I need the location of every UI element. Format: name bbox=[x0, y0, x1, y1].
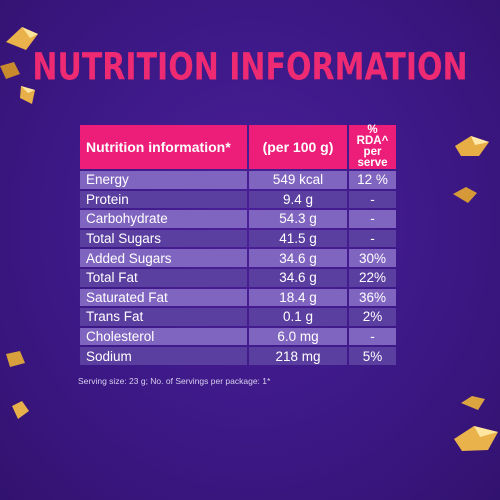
per-100g-value: 54.3 g bbox=[249, 210, 347, 228]
table-row: Added Sugars 34.6 g 30% bbox=[80, 249, 396, 267]
header-nutrient: Nutrition information* bbox=[80, 125, 247, 169]
rda-value: 2% bbox=[349, 308, 396, 326]
table-header-row: Nutrition information* (per 100 g) % RDA… bbox=[80, 124, 396, 169]
table-row: Carbohydrate 54.3 g - bbox=[80, 210, 396, 228]
rda-value: 36% bbox=[349, 288, 396, 307]
almond-piece-decoration bbox=[454, 426, 498, 451]
rda-value: 5% bbox=[349, 347, 396, 365]
table-row: Total Fat 34.6 g 22% bbox=[80, 268, 396, 287]
nutrient-name: Cholesterol bbox=[80, 327, 247, 346]
table-row: Cholesterol 6.0 mg - bbox=[80, 327, 396, 346]
nutrient-name: Energy bbox=[80, 171, 247, 189]
per-100g-value: 18.4 g bbox=[249, 288, 347, 307]
nutrient-name: Added Sugars bbox=[80, 249, 247, 267]
rda-value: 12 % bbox=[349, 171, 396, 189]
almond-piece-decoration bbox=[455, 136, 489, 156]
table-row: Total Sugars 41.5 g - bbox=[80, 229, 396, 248]
almond-piece-decoration bbox=[20, 86, 35, 104]
table-row: Energy 549 kcal 12 % bbox=[80, 171, 396, 189]
per-100g-value: 9.4 g bbox=[249, 190, 347, 209]
per-100g-value: 218 mg bbox=[249, 347, 347, 365]
nutrient-name: Trans Fat bbox=[80, 308, 247, 326]
per-100g-value: 549 kcal bbox=[249, 171, 347, 189]
almond-piece-decoration bbox=[453, 187, 477, 203]
table-row: Protein 9.4 g - bbox=[80, 190, 396, 209]
almond-piece-decoration bbox=[12, 401, 29, 419]
almond-piece-decoration bbox=[0, 62, 20, 79]
almond-piece-decoration bbox=[6, 27, 38, 50]
table-row: Trans Fat 0.1 g 2% bbox=[80, 308, 396, 326]
rda-value: - bbox=[349, 327, 396, 346]
table-row: Saturated Fat 18.4 g 36% bbox=[80, 288, 396, 307]
header-per-100g: (per 100 g) bbox=[249, 125, 347, 169]
page-title: NUTRITION INFORMATION bbox=[32, 45, 468, 90]
rda-value: 30% bbox=[349, 249, 396, 267]
per-100g-value: 34.6 g bbox=[249, 249, 347, 267]
almond-piece-decoration bbox=[6, 351, 25, 367]
nutrition-table: Nutrition information* (per 100 g) % RDA… bbox=[78, 123, 398, 367]
serving-footnote: Serving size: 23 g; No. of Servings per … bbox=[78, 376, 271, 386]
rda-value: - bbox=[349, 210, 396, 228]
nutrient-name: Total Sugars bbox=[80, 229, 247, 248]
per-100g-value: 6.0 mg bbox=[249, 327, 347, 346]
per-100g-value: 34.6 g bbox=[249, 268, 347, 287]
per-100g-value: 0.1 g bbox=[249, 308, 347, 326]
nutrient-name: Saturated Fat bbox=[80, 288, 247, 307]
table-row: Sodium 218 mg 5% bbox=[80, 347, 396, 365]
nutrient-name: Total Fat bbox=[80, 268, 247, 287]
per-100g-value: 41.5 g bbox=[249, 229, 347, 248]
header-rda-per-serve: % RDA^ per serve bbox=[349, 124, 396, 169]
nutrient-name: Carbohydrate bbox=[80, 210, 247, 228]
nutrient-name: Sodium bbox=[80, 347, 247, 365]
rda-value: 22% bbox=[349, 268, 396, 287]
nutrient-name: Protein bbox=[80, 190, 247, 209]
almond-piece-decoration bbox=[461, 396, 485, 410]
rda-value: - bbox=[349, 229, 396, 248]
rda-value: - bbox=[349, 190, 396, 209]
